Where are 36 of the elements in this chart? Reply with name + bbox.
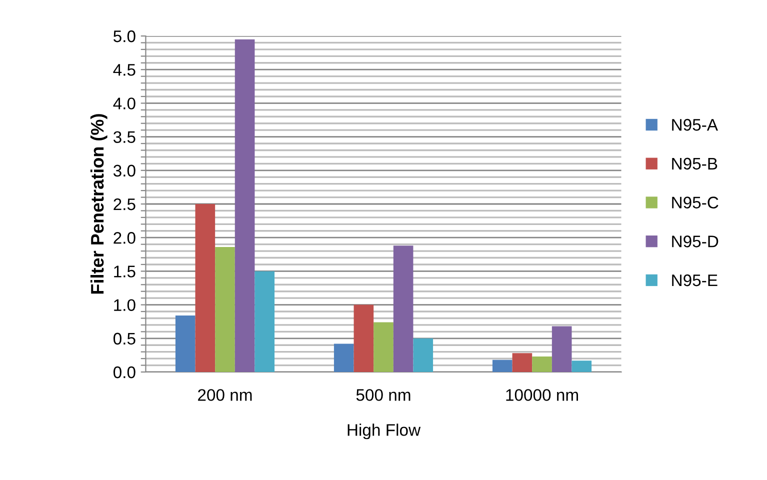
legend-label: N95-A: [672, 118, 718, 131]
y-tick-label: 5.0: [114, 30, 136, 42]
y-tick-label: 2.0: [114, 232, 136, 244]
bar: [532, 356, 552, 372]
bar: [572, 360, 592, 372]
y-tick-label: 4.0: [113, 98, 136, 110]
bar: [374, 322, 394, 372]
bar: [254, 271, 275, 372]
bar: [175, 316, 196, 372]
x-tick-label: 200 nm: [198, 389, 252, 401]
legend-label: N95-D: [672, 236, 718, 248]
y-tick-label: 3.5: [113, 131, 136, 144]
bar: [195, 204, 216, 372]
bar: [354, 304, 374, 372]
y-tick-label: 2.5: [114, 198, 136, 210]
bar: [334, 344, 354, 372]
x-axis-title: High Flow: [348, 424, 421, 440]
bar: [393, 246, 414, 372]
bar: [234, 39, 255, 372]
y-axis-title: Filter Penetration (%): [90, 114, 108, 294]
legend-label: N95-B: [672, 158, 718, 170]
bar: [492, 360, 512, 372]
bar: [512, 353, 532, 372]
bar: [552, 326, 572, 372]
y-tick-label: 0.0: [113, 366, 136, 378]
y-tick-label: 1.5: [114, 266, 136, 278]
bar: [215, 247, 235, 372]
x-tick-label: 500 nm: [356, 389, 410, 401]
y-tick-label: 0.5: [113, 332, 136, 345]
y-tick-label: 3.0: [113, 164, 136, 177]
y-tick-label: 4.5: [113, 64, 136, 76]
legend-label: N95-C: [672, 196, 718, 208]
x-tick-label: 10000 nm: [506, 389, 578, 401]
y-tick-label: 1.0: [114, 299, 136, 312]
legend-label: N95-E: [672, 274, 718, 286]
bar: [413, 338, 434, 372]
